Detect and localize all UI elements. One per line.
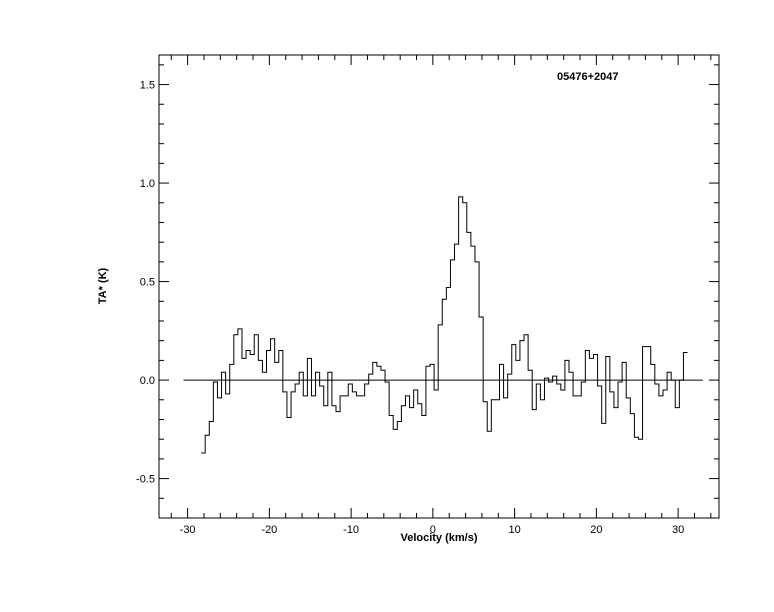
x-tick-label: 20 bbox=[590, 524, 602, 536]
data-marks bbox=[183, 196, 703, 454]
y-tick-label: -0.5 bbox=[136, 474, 155, 486]
y-tick-label: 0.0 bbox=[140, 375, 155, 387]
spectrum-series-0 bbox=[201, 196, 688, 454]
axis-ticks bbox=[159, 55, 719, 518]
x-tick-labels: -30 -20 -10 0 10 20 30 bbox=[180, 524, 685, 536]
x-axis-title: Velocity (km/s) bbox=[400, 532, 477, 544]
x-tick-label: -30 bbox=[180, 524, 196, 536]
plot-frame bbox=[158, 54, 720, 519]
x-tick-label: 30 bbox=[672, 524, 684, 536]
y-tick-label: 1.5 bbox=[140, 80, 155, 92]
y-axis-title: TA* (K) bbox=[97, 267, 109, 304]
y-tick-label: 0.5 bbox=[140, 277, 155, 289]
x-tick-label: -20 bbox=[261, 524, 277, 536]
y-tick-labels: -0.5 0.0 0.5 1.0 1.5 bbox=[136, 80, 155, 486]
x-tick-label: 10 bbox=[508, 524, 520, 536]
source-label: 05476+2047 bbox=[557, 71, 618, 83]
y-tick-label: 1.0 bbox=[140, 178, 155, 190]
x-tick-label: -10 bbox=[343, 524, 359, 536]
x-tick-label: 0 bbox=[430, 524, 436, 536]
